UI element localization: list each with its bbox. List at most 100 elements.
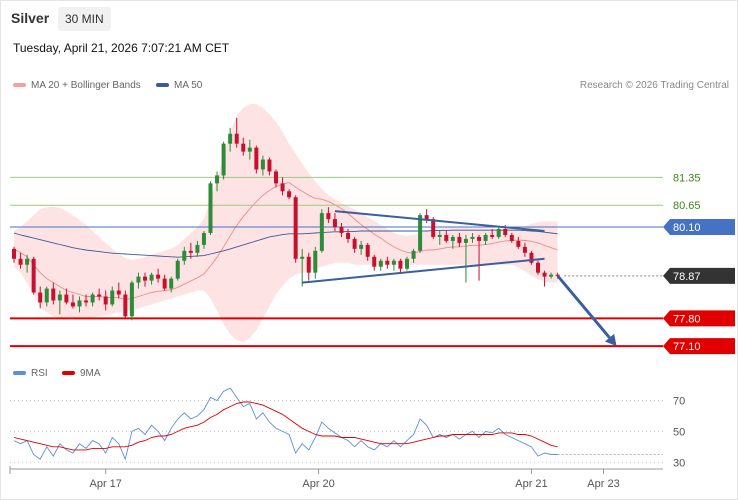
legend-rsi-ma-label: 9MA — [80, 368, 101, 379]
legend-bb: MA 20 + Bollinger Bands — [13, 80, 141, 91]
candle-body-52 — [352, 238, 357, 249]
candle-body-40 — [274, 171, 278, 184]
candle-body-57 — [385, 260, 390, 265]
level-tag-4 — [663, 310, 735, 327]
candle-body-50 — [339, 227, 344, 233]
legend-ma50-swatch — [156, 83, 169, 88]
candle-body-73 — [490, 234, 495, 237]
x-tick-label-2: Apr 21 — [515, 478, 547, 490]
level-tag-2 — [663, 219, 735, 236]
chart-header: Silver 30 MIN — [0, 0, 738, 36]
level-lines-layer — [10, 176, 663, 348]
candle-body-9 — [70, 302, 75, 307]
candle-body-1 — [18, 258, 23, 265]
x-axis-layer: Apr 17 Apr 20 Apr 21 Apr 23 — [9, 466, 663, 490]
candle-body-55 — [372, 256, 377, 267]
rsi-line — [13, 387, 558, 461]
candle-body-71 — [477, 236, 482, 241]
candle-body-33 — [228, 133, 233, 144]
candle-body-66 — [444, 234, 449, 241]
candle-body-79 — [529, 252, 534, 263]
candle-body-27 — [188, 250, 193, 253]
candle-body-10 — [77, 300, 82, 307]
candle-body-13 — [97, 294, 102, 297]
candle-body-75 — [503, 229, 508, 235]
legend-rsi-swatch — [13, 371, 26, 376]
candle-body-47 — [319, 213, 324, 251]
candle-body-19 — [136, 276, 141, 283]
candle-body-38 — [260, 159, 265, 170]
legend-rsi: RSI — [13, 368, 48, 379]
candle-body-83 — [555, 274, 560, 276]
candle-body-49 — [332, 219, 337, 228]
ma50-line — [13, 229, 558, 258]
rsi-layer: 70 50 30 — [10, 387, 685, 469]
candle-body-32 — [221, 143, 226, 176]
candle-body-11 — [84, 300, 89, 303]
candle-body-8 — [64, 294, 69, 303]
candle-body-6 — [51, 288, 56, 301]
candle-body-46 — [313, 250, 318, 273]
candle-body-56 — [378, 260, 383, 267]
candle-body-7 — [57, 294, 62, 301]
candle-body-28 — [195, 244, 200, 253]
bollinger-band-fill — [14, 104, 558, 343]
legend-bb-swatch — [13, 83, 26, 88]
level-label-0: 81.35 — [673, 172, 701, 184]
candle-body-4 — [38, 292, 43, 303]
candle-body-15 — [110, 290, 115, 305]
candle-body-44 — [300, 256, 305, 259]
candle-body-74 — [496, 229, 501, 237]
level-label-4: 77.80 — [673, 313, 701, 325]
candle-body-5 — [44, 288, 49, 303]
candle-body-18 — [129, 282, 134, 317]
candle-body-82 — [549, 274, 554, 277]
candle-body-30 — [208, 183, 213, 233]
candle-body-37 — [254, 147, 259, 170]
candle-body-62 — [418, 215, 423, 251]
candle-body-48 — [326, 213, 331, 220]
rsi-ma-line — [13, 401, 558, 451]
legend-ma50: MA 50 — [156, 80, 202, 91]
candles-layer — [12, 117, 560, 321]
candle-body-64 — [431, 219, 436, 237]
candle-body-21 — [149, 274, 154, 281]
chart-datetime: Tuesday, April 21, 2026 7:07:21 AM CET — [13, 41, 230, 55]
candle-body-26 — [182, 250, 187, 261]
level-tag-3 — [663, 267, 735, 284]
rsi-tick-1: 50 — [673, 426, 685, 438]
candle-body-2 — [25, 258, 30, 265]
rsi-tick-2: 30 — [673, 457, 685, 469]
price-tags-layer: 81.35 80.65 80.10 78.87 77.80 77.10 — [663, 172, 735, 355]
candle-body-80 — [536, 262, 540, 273]
candle-body-43 — [293, 197, 298, 259]
candle-body-23 — [162, 278, 167, 289]
candle-body-54 — [365, 244, 370, 257]
forecast-arrow-head — [604, 333, 617, 347]
annotations-layer — [302, 210, 617, 347]
candle-body-69 — [463, 238, 468, 243]
candle-body-78 — [522, 246, 527, 253]
legend-bb-label: MA 20 + Bollinger Bands — [31, 80, 141, 91]
candle-body-61 — [411, 250, 416, 259]
timeframe-button[interactable]: 30 MIN — [58, 7, 111, 31]
trendline-0 — [334, 210, 545, 232]
x-tick-label-0: Apr 17 — [89, 478, 121, 490]
candle-body-53 — [359, 244, 364, 249]
candle-body-29 — [201, 232, 206, 245]
candle-body-59 — [398, 260, 403, 269]
candle-body-58 — [391, 260, 396, 265]
credit-text: Research © 2026 Trading Central — [579, 80, 729, 91]
legend-rsi-label: RSI — [31, 368, 48, 379]
level-label-2: 80.10 — [673, 222, 701, 234]
candle-body-12 — [90, 294, 95, 303]
candle-body-51 — [346, 232, 351, 239]
forecast-arrow-shaft — [556, 274, 611, 339]
candle-body-76 — [509, 234, 514, 241]
candle-body-14 — [103, 296, 108, 305]
candle-body-35 — [241, 143, 246, 152]
level-label-5: 77.10 — [673, 341, 701, 353]
candle-body-3 — [31, 258, 36, 293]
x-tick-label-3: Apr 23 — [587, 478, 619, 490]
